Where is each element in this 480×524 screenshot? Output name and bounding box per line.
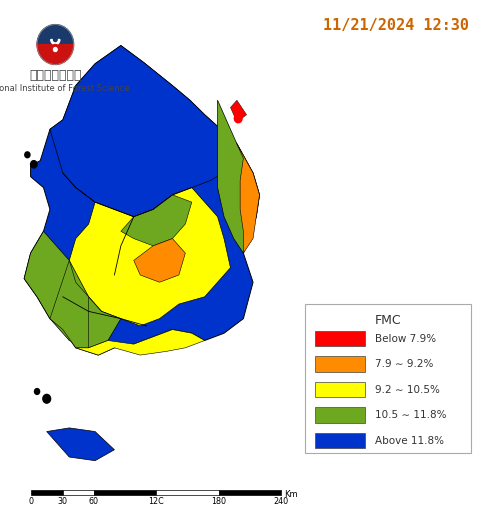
Text: 30: 30 xyxy=(58,497,67,506)
FancyBboxPatch shape xyxy=(305,304,470,453)
Text: 0: 0 xyxy=(29,497,34,506)
Text: 9.2 ∼ 10.5%: 9.2 ∼ 10.5% xyxy=(374,385,439,395)
Bar xyxy=(156,490,218,495)
Polygon shape xyxy=(69,188,230,326)
Bar xyxy=(62,490,94,495)
Circle shape xyxy=(43,395,50,403)
Bar xyxy=(218,490,281,495)
Polygon shape xyxy=(237,144,259,253)
Text: 180: 180 xyxy=(211,497,226,506)
Text: 10.5 ∼ 11.8%: 10.5 ∼ 11.8% xyxy=(374,410,446,420)
Polygon shape xyxy=(217,100,259,253)
Text: 7.9 ∼ 9.2%: 7.9 ∼ 9.2% xyxy=(374,359,432,369)
Text: Below 7.9%: Below 7.9% xyxy=(374,334,435,344)
Polygon shape xyxy=(133,238,185,282)
Polygon shape xyxy=(24,46,259,355)
Circle shape xyxy=(31,161,37,168)
Circle shape xyxy=(35,389,39,395)
Text: 12C: 12C xyxy=(148,497,164,506)
Circle shape xyxy=(53,48,57,51)
Text: National Institute of Forest Science: National Institute of Forest Science xyxy=(0,84,129,93)
Text: 60: 60 xyxy=(89,497,98,506)
Bar xyxy=(315,382,364,397)
Text: 국립산림과학원: 국립산림과학원 xyxy=(29,69,82,82)
Circle shape xyxy=(37,25,73,64)
Polygon shape xyxy=(47,428,114,461)
Text: FMC: FMC xyxy=(374,314,401,328)
Wedge shape xyxy=(51,45,60,50)
Bar xyxy=(94,490,156,495)
Bar xyxy=(315,433,364,448)
Polygon shape xyxy=(75,330,204,355)
Polygon shape xyxy=(50,46,237,217)
Polygon shape xyxy=(50,260,88,348)
Wedge shape xyxy=(37,45,73,64)
Polygon shape xyxy=(120,195,192,246)
Text: 240: 240 xyxy=(273,497,288,506)
Polygon shape xyxy=(24,231,120,348)
Wedge shape xyxy=(37,25,73,45)
Circle shape xyxy=(234,114,241,123)
Bar xyxy=(31,490,62,495)
Circle shape xyxy=(53,38,57,41)
Bar xyxy=(315,408,364,423)
Bar xyxy=(315,356,364,372)
Circle shape xyxy=(25,152,30,158)
Bar xyxy=(315,331,364,346)
Wedge shape xyxy=(51,39,60,45)
Text: Km: Km xyxy=(283,490,297,499)
Polygon shape xyxy=(230,100,246,122)
Text: Above 11.8%: Above 11.8% xyxy=(374,435,443,445)
Text: 11/21/2024 12:30: 11/21/2024 12:30 xyxy=(322,18,468,34)
